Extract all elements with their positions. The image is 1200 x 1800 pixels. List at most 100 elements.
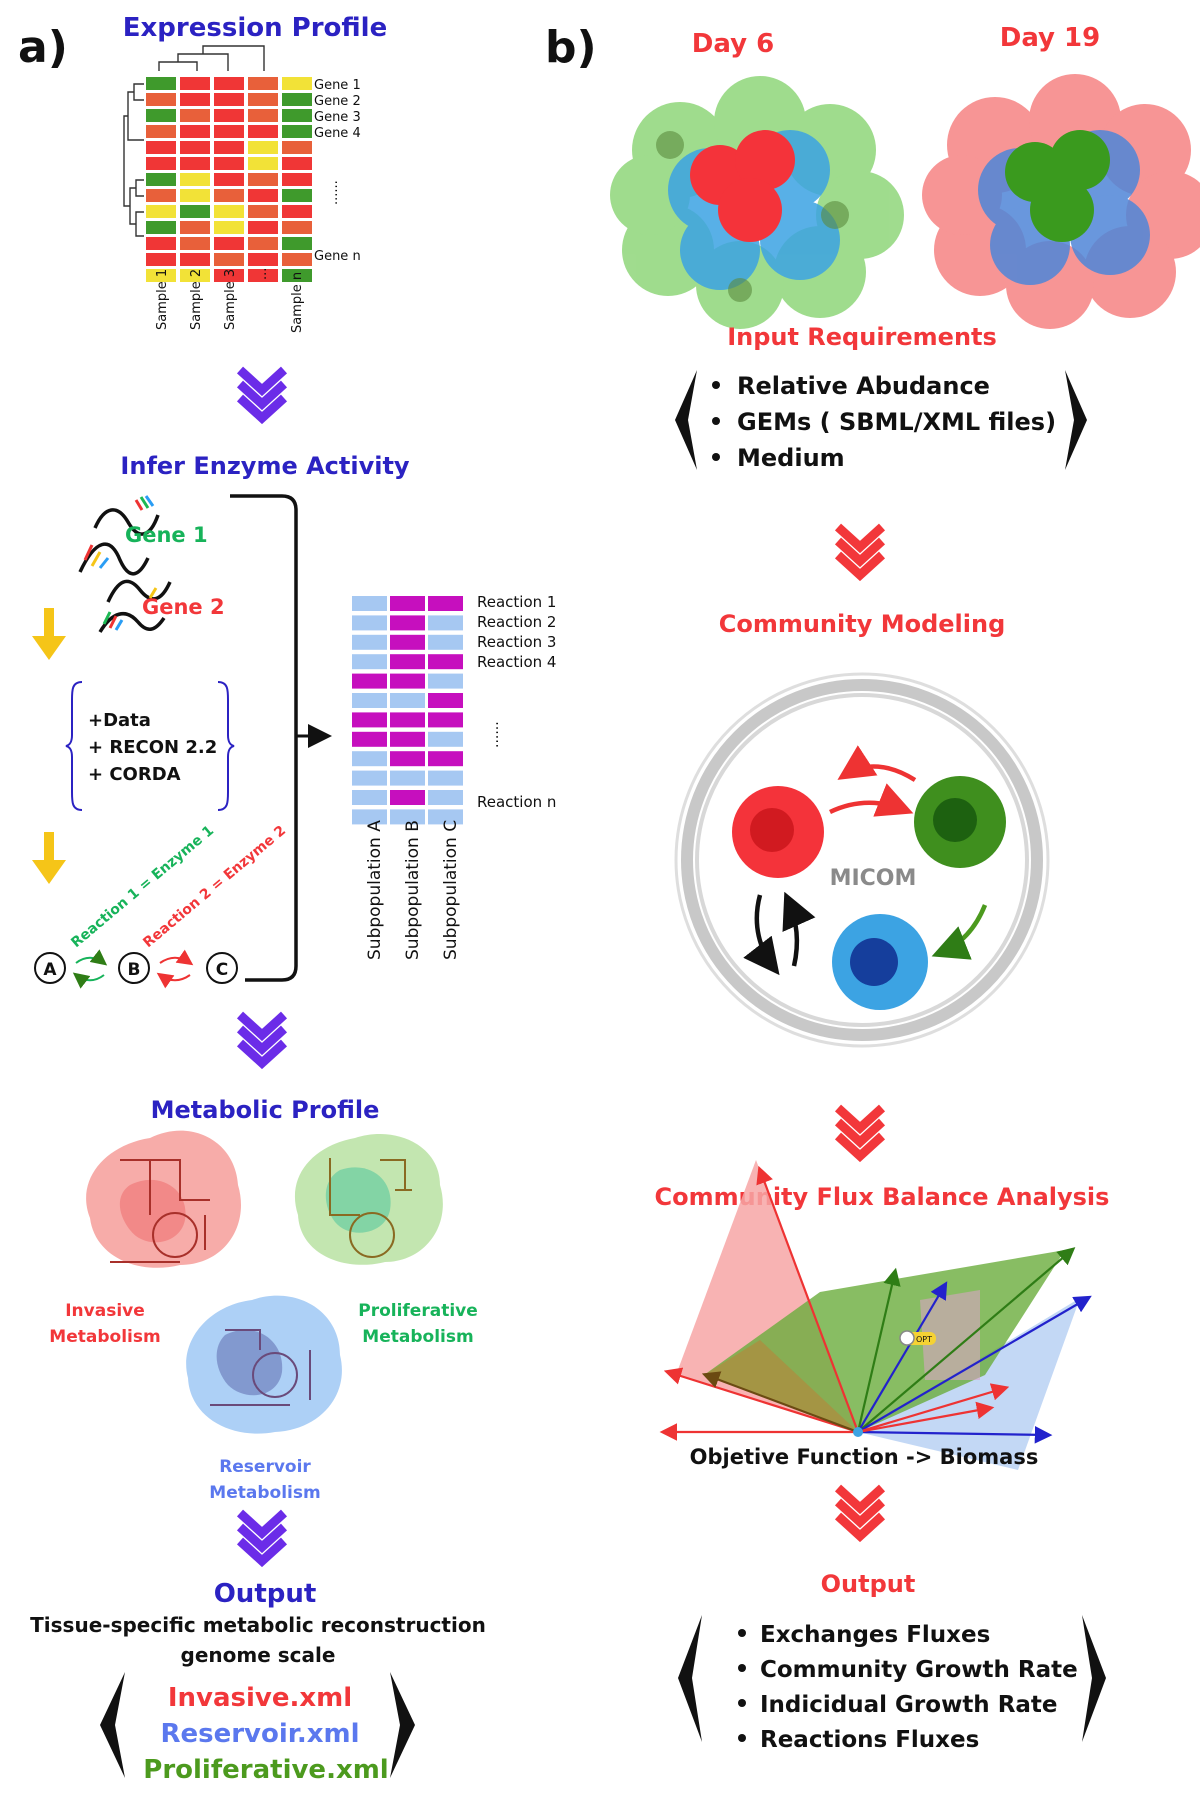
heatmap-cell xyxy=(248,157,278,170)
proliferative-metabolism-label: Proliferative xyxy=(358,1301,478,1321)
heatmap-cell xyxy=(282,157,312,170)
angle-bracket-right xyxy=(1082,1615,1106,1742)
community-fba-title: Community Flux Balance Analysis xyxy=(655,1183,1110,1211)
subpopulation-label: Subpopulation B xyxy=(403,820,423,960)
heatmap-cell xyxy=(248,173,278,186)
heatmap-cell xyxy=(248,189,278,202)
reaction-cell xyxy=(352,693,387,708)
input-item: Relative Abudance xyxy=(737,372,990,400)
invasive-cell-icon xyxy=(86,1130,241,1268)
reaction-cell xyxy=(390,790,425,805)
fba-polytope: OPT xyxy=(659,1160,1092,1470)
heatmap-cell xyxy=(146,205,176,218)
heatmap-cell xyxy=(146,93,176,106)
sample-label: ... xyxy=(255,268,270,280)
chevron-down-icon xyxy=(834,523,886,582)
reaction-labels: Reaction 1 Reaction 2 Reaction 3 Reactio… xyxy=(477,593,556,811)
reaction-cell xyxy=(352,654,387,670)
invasive-metabolism-label: Metabolism xyxy=(49,1327,160,1347)
reaction-cell xyxy=(428,693,463,708)
chevron-down-icon xyxy=(236,366,288,425)
heatmap-cell xyxy=(146,125,176,138)
opt-label: OPT xyxy=(916,1335,932,1344)
metabolic-profile-title: Metabolic Profile xyxy=(151,1096,380,1124)
reaction-cell xyxy=(428,712,463,728)
reaction-ellipsis: ...... xyxy=(486,721,502,748)
arrow-down-icon xyxy=(32,608,66,660)
heatmap-cell xyxy=(180,173,210,186)
heatmap-cell xyxy=(282,141,312,154)
reservoir-cell-icon xyxy=(186,1295,342,1434)
gene1-label: Gene 1 xyxy=(125,523,208,547)
heatmap-cell xyxy=(282,205,312,218)
heatmap-cell xyxy=(214,205,244,218)
reaction1-enzyme1-label: Reaction 1 = Enzyme 1 xyxy=(68,823,217,951)
reaction-cell xyxy=(352,731,387,747)
heatmap-cell xyxy=(180,205,210,218)
gene2-label: Gene 2 xyxy=(142,595,225,619)
gene-label: Gene 4 xyxy=(314,126,361,141)
reaction-cell xyxy=(352,596,387,611)
heatmap-cell xyxy=(180,141,210,154)
angle-bracket-left xyxy=(100,1672,125,1778)
heatmap-cell xyxy=(180,189,210,202)
subpopulation-label: Subpopulation A xyxy=(365,820,385,960)
node-label: A xyxy=(43,960,57,980)
pathway-nodes: A B C xyxy=(34,949,238,989)
expression-heatmap xyxy=(146,77,312,282)
reservoir-metabolism-label: Metabolism xyxy=(209,1483,320,1503)
heatmap-cell xyxy=(214,221,244,234)
tumor-day19-icon xyxy=(922,74,1200,329)
angle-bracket-left xyxy=(678,1615,702,1742)
green-cell-icon xyxy=(914,776,1006,868)
reaction-cell xyxy=(352,615,387,631)
gene-labels: Gene 1 Gene 2 Gene 3 Gene 4 Gene n .....… xyxy=(314,78,361,264)
node-label: C xyxy=(216,960,228,980)
heatmap-cell xyxy=(282,173,312,186)
heatmap-cell xyxy=(146,141,176,154)
reaction-activity-heatmap xyxy=(352,596,463,825)
proliferative-cell-icon xyxy=(294,1134,443,1265)
reaction-cell xyxy=(428,615,463,631)
chevron-down-icon xyxy=(834,1104,886,1163)
reaction-label: Reaction 1 xyxy=(477,593,556,611)
heatmap-cell xyxy=(146,189,176,202)
reaction-cell xyxy=(390,654,425,670)
angle-bracket-right xyxy=(390,1672,415,1778)
heatmap-cell xyxy=(214,109,244,122)
blue-cell-icon xyxy=(832,914,928,1010)
reaction-cell xyxy=(428,731,463,747)
heatmap-cell xyxy=(146,221,176,234)
reaction-cell xyxy=(428,790,463,805)
reaction-label: Reaction 2 xyxy=(477,613,556,631)
reaction-cell xyxy=(352,790,387,805)
day19-label: Day 19 xyxy=(1000,23,1101,53)
heatmap-cell xyxy=(214,77,244,90)
day6-label: Day 6 xyxy=(692,29,774,59)
micom-ring-icon xyxy=(674,672,1050,1048)
heatmap-cell xyxy=(248,269,278,282)
heatmap-cell xyxy=(180,109,210,122)
community-modeling-title: Community Modeling xyxy=(719,610,1006,638)
heatmap-cell xyxy=(214,253,244,266)
reaction-cell xyxy=(352,751,387,767)
heatmap-cell xyxy=(146,77,176,90)
input-requirements-title: Input Requirements xyxy=(727,323,997,351)
heatmap-cell xyxy=(146,237,176,250)
reaction-cell xyxy=(428,770,463,786)
reaction-label: Reaction 4 xyxy=(477,653,556,671)
heatmap-cell xyxy=(146,157,176,170)
dna-gene1-icon xyxy=(78,495,160,576)
objective-function-label: Objetive Function -> Biomass xyxy=(690,1445,1039,1469)
reaction-cell xyxy=(390,673,425,689)
heatmap-cell xyxy=(180,93,210,106)
heatmap-cell xyxy=(248,93,278,106)
gene-label: Gene 1 xyxy=(314,78,361,93)
panel-b-label: b) xyxy=(545,22,597,73)
red-cell-icon xyxy=(732,786,824,878)
sample-labels: Sample 1 Sample 2 Sample 3 ... Sample n xyxy=(155,268,305,333)
heatmap-cell xyxy=(214,141,244,154)
heatmap-cell xyxy=(248,125,278,138)
heatmap-cell xyxy=(214,125,244,138)
